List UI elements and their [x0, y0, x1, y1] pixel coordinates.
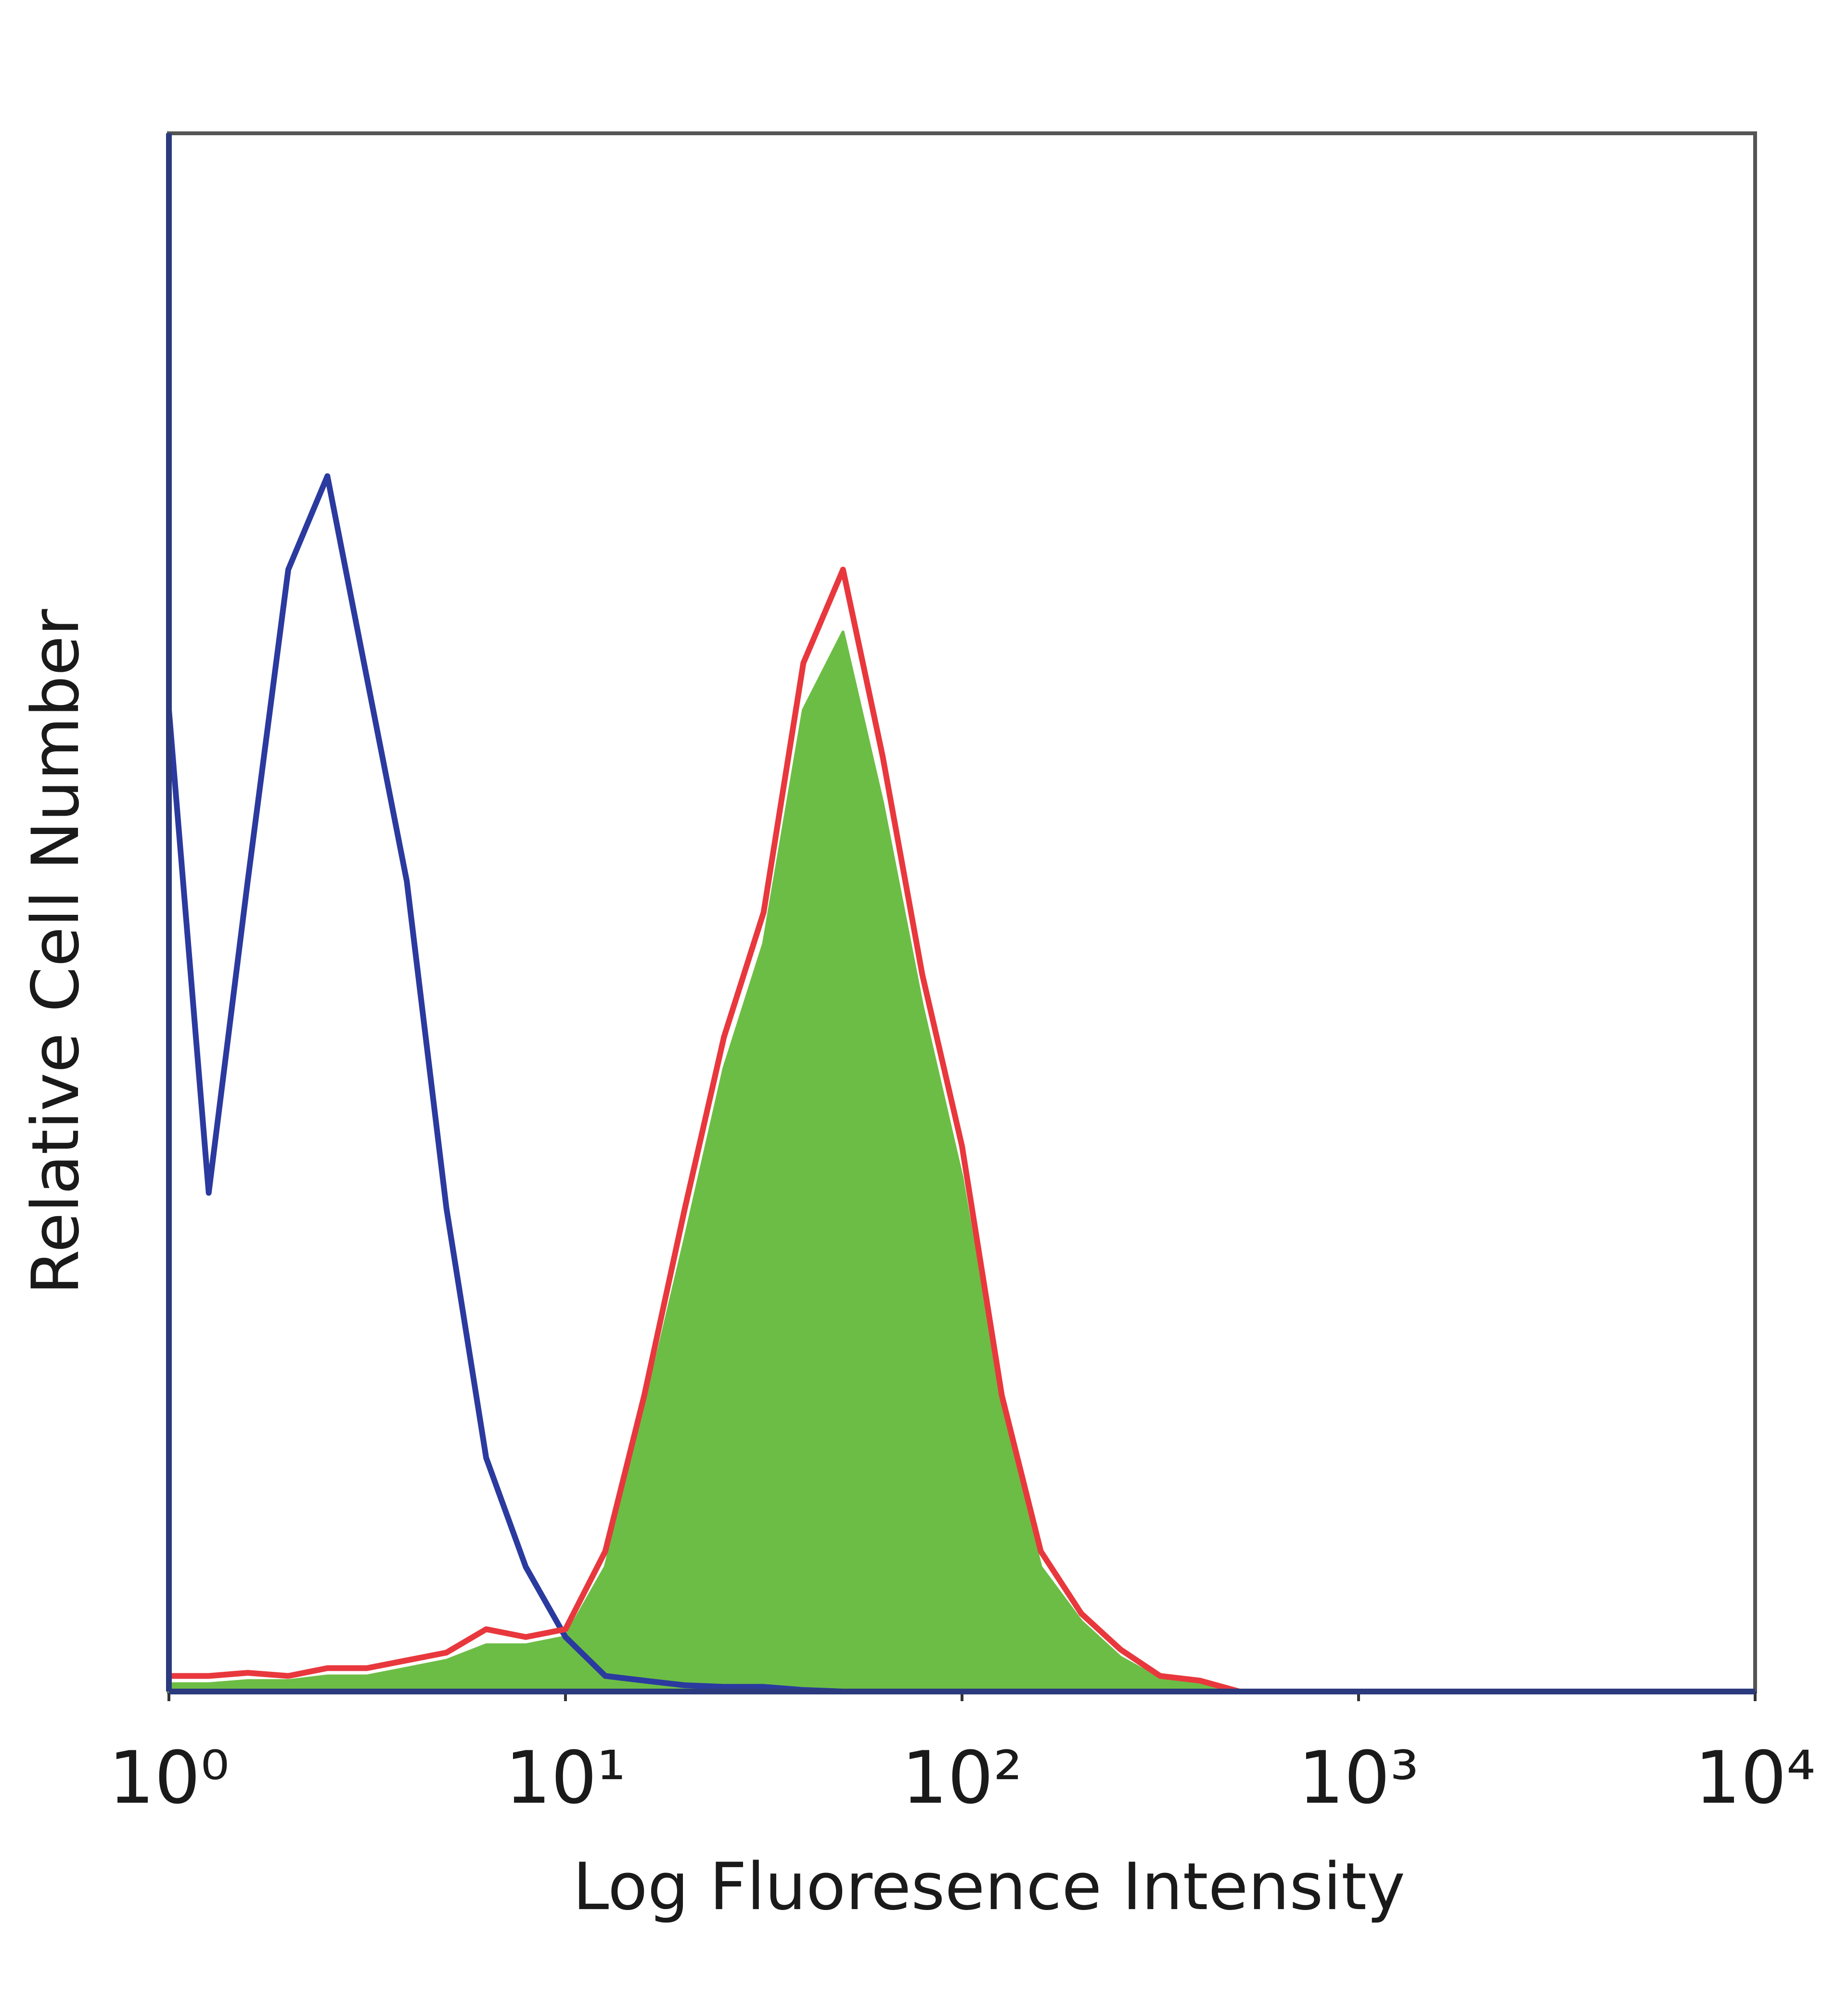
- x-axis-label: Log Fluoresence Intensity: [573, 1849, 1405, 1924]
- x-tick-label: 10⁰: [108, 1736, 229, 1820]
- y-axis-label: Relative Cell Number: [18, 609, 93, 1295]
- histogram-line: [169, 566, 1241, 1694]
- x-tick-label: 10¹: [505, 1736, 626, 1820]
- x-tick-label: 10³: [1298, 1736, 1419, 1820]
- x-tick-label: 10²: [901, 1736, 1022, 1820]
- histogram-area: [167, 630, 1241, 1693]
- x-tick-label: 10⁴: [1694, 1736, 1815, 1820]
